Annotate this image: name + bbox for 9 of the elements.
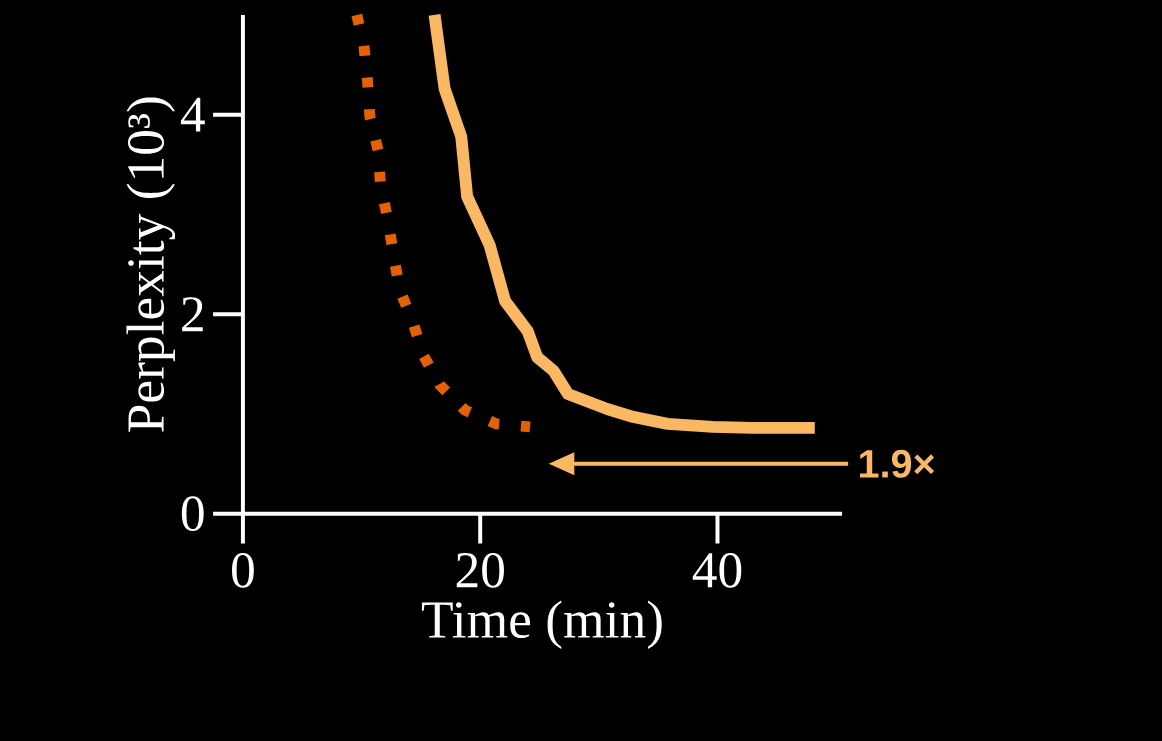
y-tick-label: 4 xyxy=(180,97,205,132)
x-tick-label: 40 xyxy=(692,552,742,588)
y-tick-label: 0 xyxy=(181,496,204,531)
x-tick-label: 0 xyxy=(232,552,254,588)
x-tick-label: 20 xyxy=(456,552,504,588)
y-axis-title: Perplexity (10³) xyxy=(126,97,176,432)
text: 1.9× xyxy=(860,449,935,478)
x-axis-title: Time (min) xyxy=(421,600,662,649)
y-tick-label: 2 xyxy=(182,297,203,332)
